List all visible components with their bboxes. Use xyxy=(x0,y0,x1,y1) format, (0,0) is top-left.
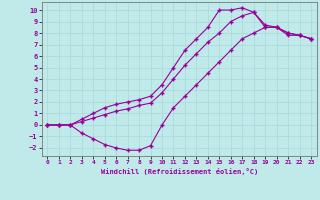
X-axis label: Windchill (Refroidissement éolien,°C): Windchill (Refroidissement éolien,°C) xyxy=(100,168,258,175)
